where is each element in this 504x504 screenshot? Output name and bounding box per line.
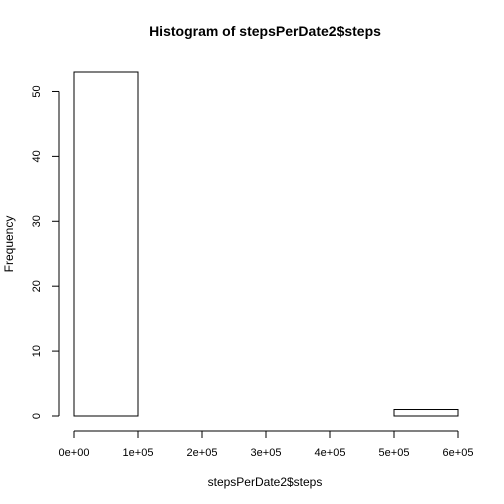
x-axis-label: stepsPerDate2$steps: [208, 475, 323, 489]
y-tick-label: 50: [31, 85, 43, 97]
x-tick-label: 3e+05: [251, 447, 282, 459]
y-tick-label: 30: [31, 215, 43, 227]
x-tick-label: 4e+05: [315, 447, 346, 459]
histogram-bar: [393, 409, 459, 417]
x-axis: 0e+00 1e+05 2e+05 3e+05 4e+05 5e+05 6e+05: [59, 430, 474, 459]
x-tick-label: 2e+05: [187, 447, 218, 459]
y-tick-label: 0: [31, 413, 43, 419]
y-tick-label: 10: [31, 345, 43, 357]
x-tick-label: 6e+05: [443, 447, 474, 459]
y-tick-label: 40: [31, 150, 43, 162]
x-tick-label: 5e+05: [379, 447, 410, 459]
y-axis-label: Frequency: [2, 216, 16, 273]
histogram-bar: [73, 71, 139, 417]
bars-group: [73, 71, 459, 417]
x-tick-label: 1e+05: [123, 447, 154, 459]
x-tick-label: 0e+00: [59, 447, 90, 459]
chart-title: Histogram of stepsPerDate2$steps: [149, 23, 381, 39]
y-axis: 0 10 20 30 40 50: [31, 85, 60, 419]
y-tick-label: 20: [31, 280, 43, 292]
